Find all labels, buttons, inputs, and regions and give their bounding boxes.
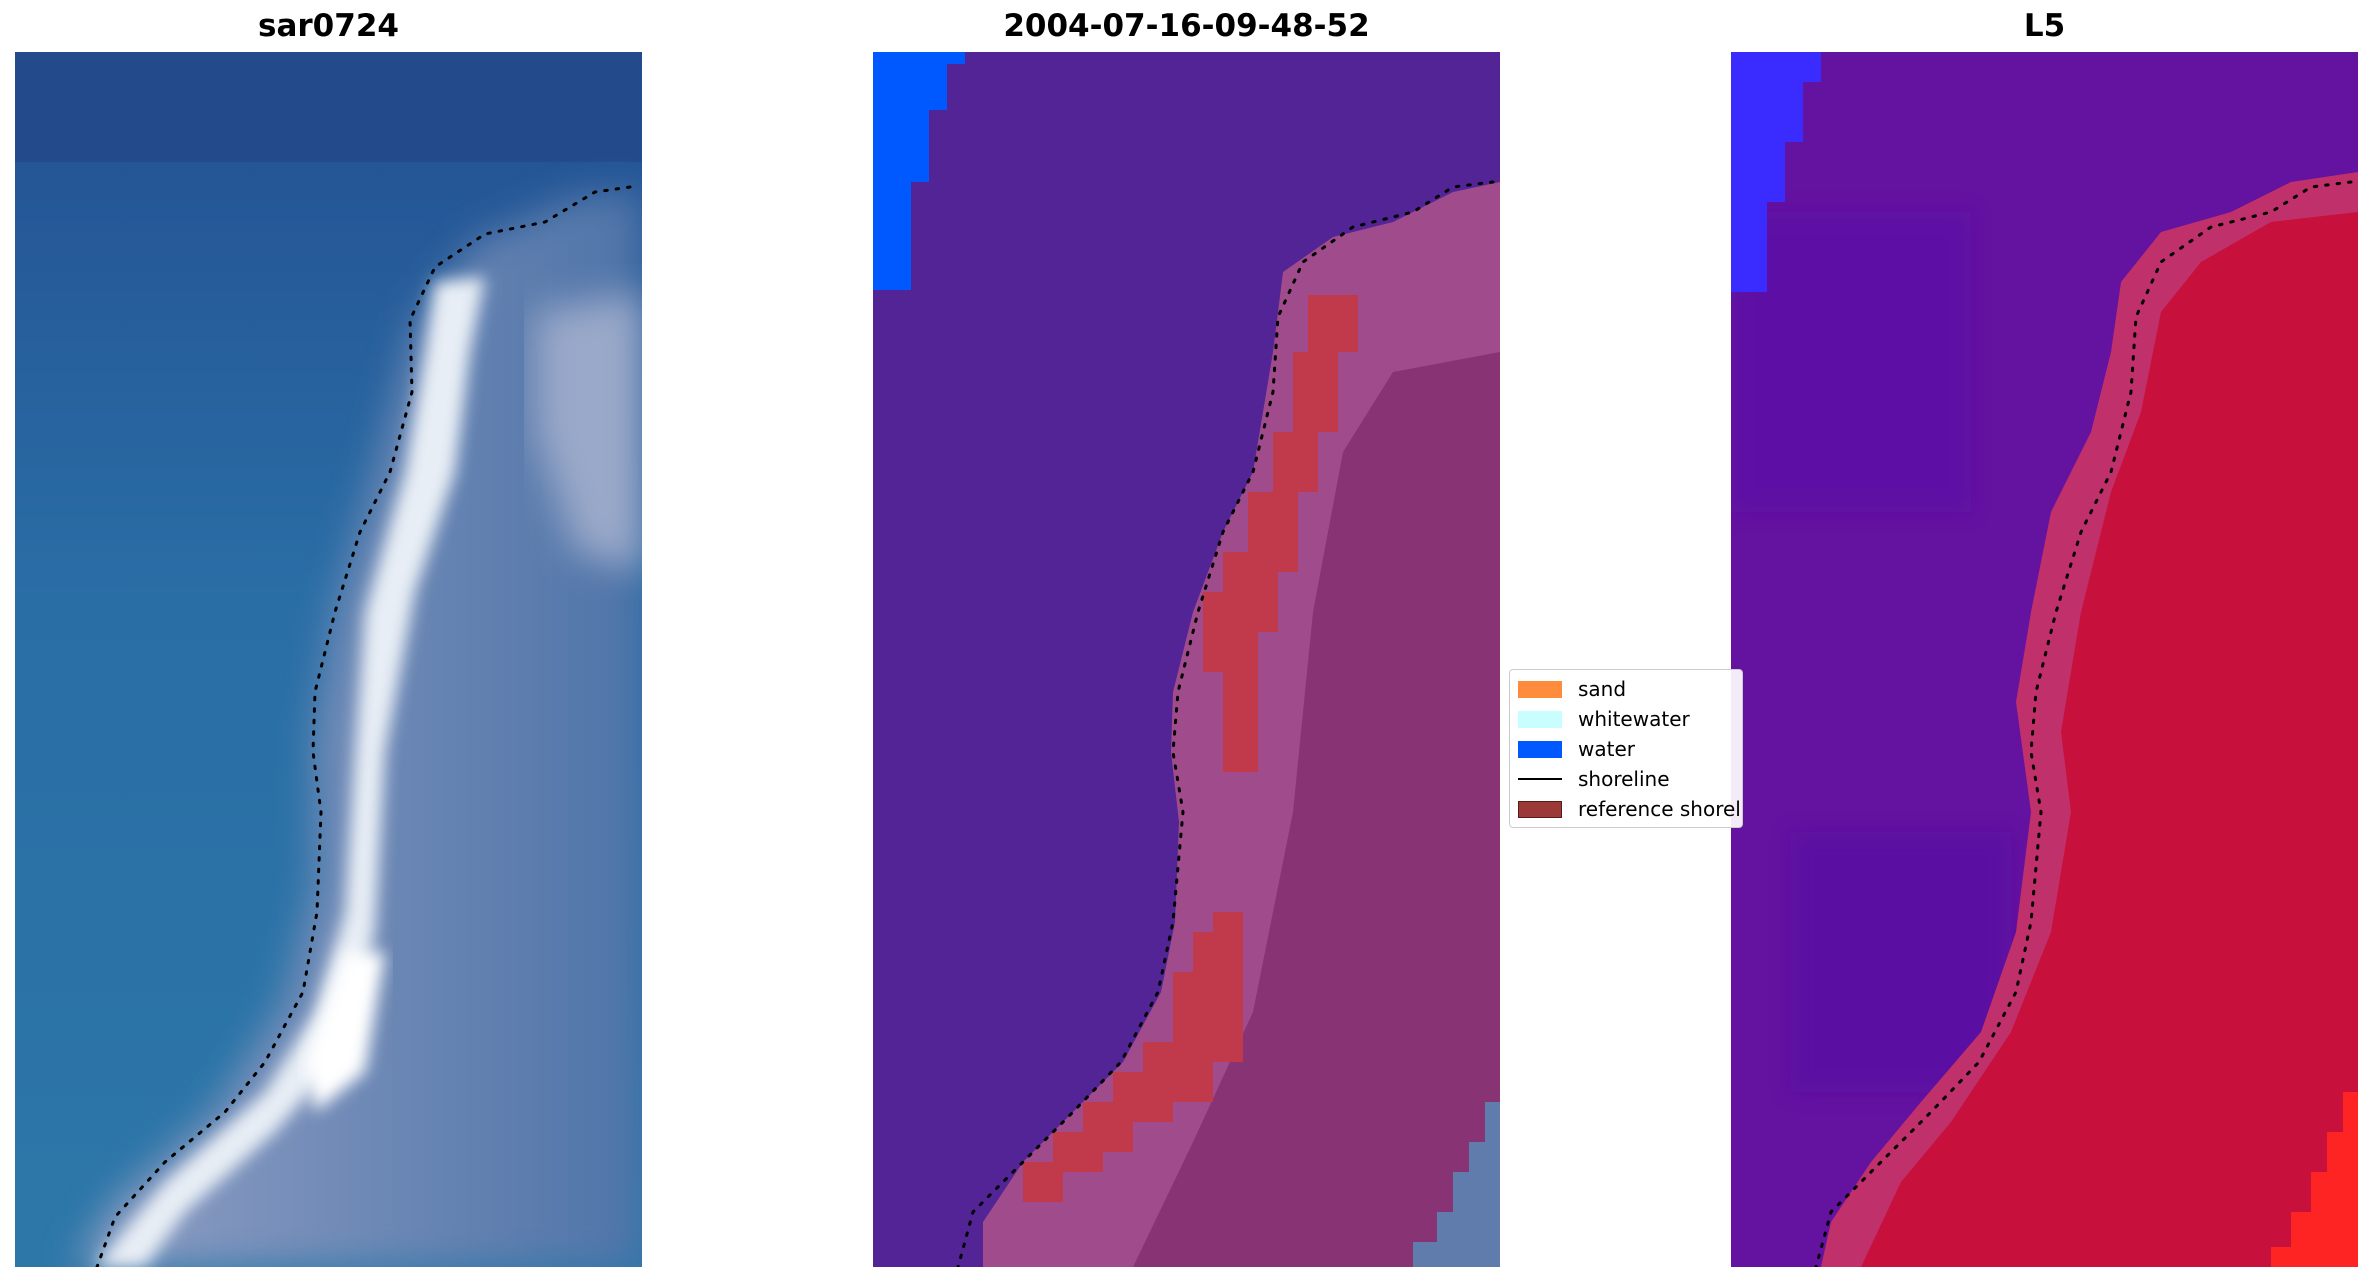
- legend-swatch-reference-shoreline: [1518, 800, 1562, 818]
- panel-title-classified: 2004-07-16-09-48-52: [1003, 8, 1370, 44]
- rgb-image: [15, 52, 642, 1267]
- legend-line-shoreline: [1518, 778, 1562, 780]
- legend-item-whitewater: whitewater: [1518, 706, 1690, 732]
- legend-label: reference shoreline: [1578, 797, 1742, 821]
- legend-swatch-water: [1518, 740, 1562, 758]
- legend: sand whitewater water shoreline referenc…: [1509, 669, 1743, 828]
- legend-item-shoreline: shoreline: [1518, 766, 1670, 792]
- legend-item-sand: sand: [1518, 676, 1626, 702]
- legend-label: sand: [1578, 677, 1627, 701]
- panel-title-rgb: sar0724: [258, 8, 399, 44]
- legend-label: whitewater: [1578, 707, 1690, 731]
- legend-item-reference-shoreline: reference shoreline: [1518, 796, 1742, 822]
- legend-swatch-whitewater: [1518, 710, 1562, 728]
- legend-swatch-sand: [1518, 680, 1562, 698]
- legend-label: water: [1578, 737, 1635, 761]
- panel-title-index: L5: [2023, 8, 2066, 44]
- legend-item-water: water: [1518, 736, 1635, 762]
- classified-image: [873, 52, 1500, 1267]
- index-image: [1731, 52, 2358, 1267]
- legend-label: shoreline: [1578, 767, 1670, 791]
